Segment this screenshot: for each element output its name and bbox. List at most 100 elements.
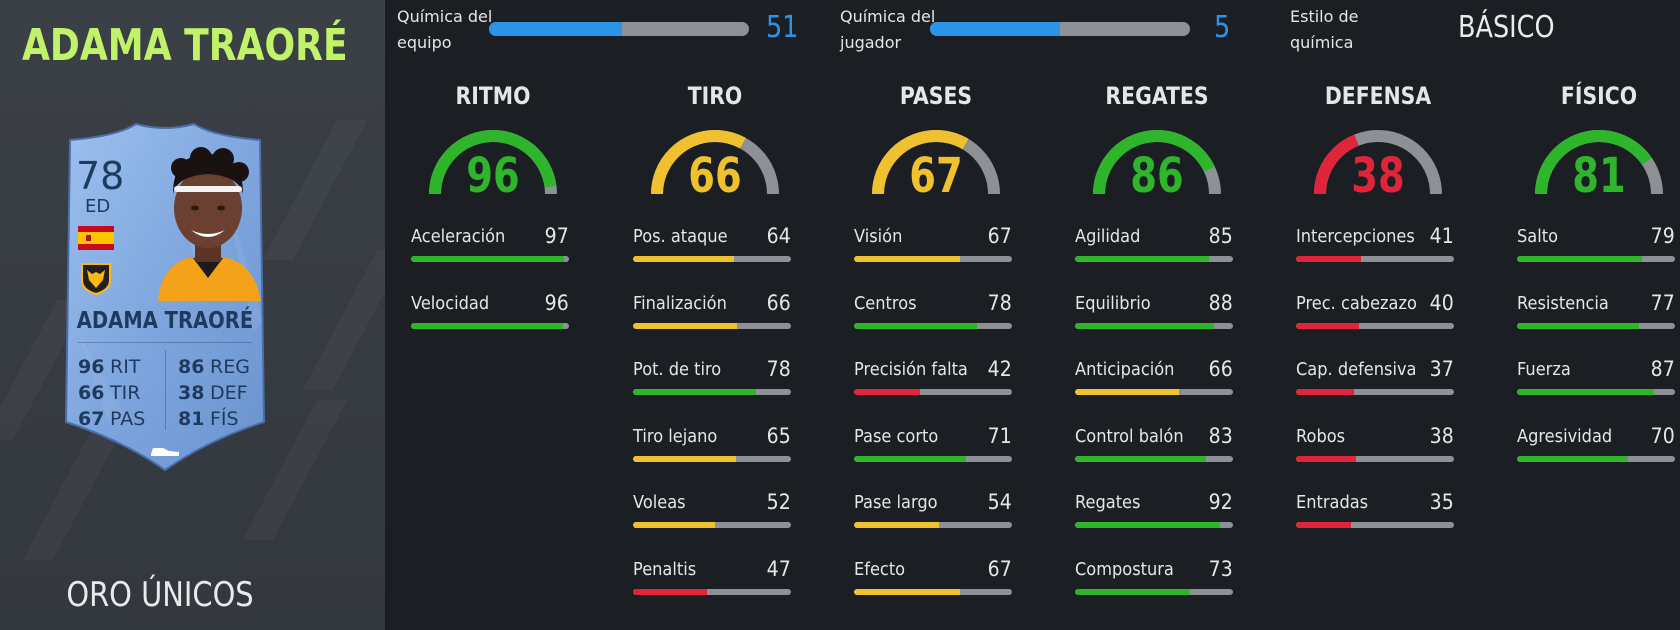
team-chemistry-label-line: equipo xyxy=(397,33,452,52)
category-value: 67 xyxy=(909,148,963,204)
team-chemistry-fill xyxy=(489,22,622,36)
attribute-label: Visión xyxy=(854,226,903,247)
attribute-bar-fill xyxy=(1296,455,1357,462)
attribute-value: 92 xyxy=(1208,490,1233,514)
background-stripe xyxy=(303,250,385,390)
attribute-row: Finalización 66 xyxy=(633,291,791,333)
attribute-bar xyxy=(633,522,791,528)
attribute-label: Pos. ataque xyxy=(633,226,728,247)
card-stat: 67 PAS xyxy=(78,408,145,430)
attribute-bar-fill xyxy=(854,588,960,595)
attribute-bar xyxy=(1517,256,1675,262)
card-stat-label: FÍS xyxy=(210,408,239,430)
attribute-bar-fill xyxy=(1075,322,1215,329)
attribute-bar-fill xyxy=(411,256,565,262)
attribute-label: Pase corto xyxy=(854,425,939,447)
attribute-bar xyxy=(1296,522,1454,528)
chemistry-style-value[interactable]: BÁSICO xyxy=(1458,10,1555,45)
card-stat: 96 RIT xyxy=(78,356,140,378)
attribute-value: 71 xyxy=(987,423,1012,448)
player-chemistry-label-line: Química del xyxy=(840,7,936,26)
attribute-label: Anticipación xyxy=(1075,359,1175,380)
attribute-bar-fill xyxy=(1517,256,1642,262)
attribute-value: 47 xyxy=(766,556,791,581)
attribute-label: Entradas xyxy=(1296,492,1369,513)
category-title: TIRO xyxy=(687,82,743,110)
attribute-bar xyxy=(854,588,1012,595)
attribute-row: Visión 67 xyxy=(854,224,1012,266)
attribute-label: Intercepciones xyxy=(1296,226,1415,247)
category-gauge xyxy=(1093,130,1221,195)
attribute-bar xyxy=(854,455,1012,462)
gauge-fill xyxy=(1314,130,1442,195)
attribute-value: 88 xyxy=(1208,290,1233,315)
attribute-bar-fill xyxy=(633,256,735,262)
attribute-row: Equilibrio 88 xyxy=(1075,290,1233,333)
attribute-value: 66 xyxy=(1208,357,1233,381)
attribute-value: 79 xyxy=(1650,224,1675,248)
category-value: 86 xyxy=(1130,148,1184,204)
category-value: 96 xyxy=(466,148,520,204)
player-name: ADAMA TRAORÉ xyxy=(22,20,348,71)
attribute-value: 64 xyxy=(766,224,791,248)
gauge-fill xyxy=(872,130,1000,195)
category-value: 38 xyxy=(1351,148,1405,204)
attribute-bar-fill xyxy=(1296,389,1355,395)
card-stat-value: 67 xyxy=(78,408,105,430)
attribute-value: 70 xyxy=(1650,423,1675,448)
attribute-bar-fill xyxy=(1296,522,1352,528)
category-gauge xyxy=(1314,130,1442,195)
card-rating: 78 xyxy=(76,154,125,198)
attribute-value: 97 xyxy=(544,224,569,248)
attribute-label: Prec. cabezazo xyxy=(1296,292,1417,314)
attribute-row: Regates 92 xyxy=(1075,490,1233,532)
card-stat: 38 DEF xyxy=(178,382,248,404)
attribute-value: 65 xyxy=(766,423,791,448)
card-stat: 86 REG xyxy=(178,356,250,378)
chemistry-style-label-line: química xyxy=(1290,33,1354,52)
attribute-bar-fill xyxy=(633,322,738,329)
attribute-label: Regates xyxy=(1075,492,1141,513)
attribute-label: Voleas xyxy=(633,492,686,513)
card-stat: 81 FÍS xyxy=(178,408,239,430)
attribute-label: Compostura xyxy=(1075,558,1174,580)
attribute-bar xyxy=(411,256,569,262)
attribute-bar xyxy=(633,256,791,262)
wolves-crest-icon xyxy=(81,263,111,296)
attribute-label: Pot. de tiro xyxy=(633,359,722,380)
attribute-bar-fill xyxy=(854,322,978,329)
player-panel: ADAMA TRAORÉ 78 ED xyxy=(0,0,385,630)
attribute-bar xyxy=(1296,256,1454,262)
card-stat-label: DEF xyxy=(210,382,248,404)
category-value: 81 xyxy=(1572,148,1626,204)
attribute-bar xyxy=(1296,322,1454,329)
player-card[interactable]: 78 ED ADAMA TRAORÉ xyxy=(48,122,282,474)
attribute-value: 83 xyxy=(1208,423,1233,448)
attribute-row: Resistencia 77 xyxy=(1517,291,1675,333)
attribute-bar-fill xyxy=(411,322,563,329)
attribute-row: Efecto 67 xyxy=(854,557,1012,599)
attribute-row: Intercepciones 41 xyxy=(1296,224,1454,266)
card-stat-label: TIR xyxy=(110,382,141,404)
card-stat-label: RIT xyxy=(110,356,141,378)
attribute-bar xyxy=(1075,588,1233,595)
chemistry-bar: Química del equipo 51 Química del jugado… xyxy=(385,0,1680,70)
attribute-bar-fill xyxy=(1075,522,1221,528)
attribute-bar xyxy=(1075,522,1233,528)
attribute-bar xyxy=(1296,389,1454,395)
attribute-bar-fill xyxy=(854,522,940,528)
attribute-value: 78 xyxy=(766,357,791,381)
attribute-row: Precisión falta 42 xyxy=(854,357,1012,399)
attribute-value: 96 xyxy=(544,290,569,315)
attribute-row: Velocidad 96 xyxy=(411,290,569,333)
gauge-fill xyxy=(1093,130,1221,195)
attribute-value: 52 xyxy=(766,490,791,514)
attribute-row: Penaltis 47 xyxy=(633,556,791,599)
card-stat-label: REG xyxy=(210,356,250,378)
attribute-value: 37 xyxy=(1429,357,1454,381)
attribute-bar-fill xyxy=(854,455,967,462)
attribute-bar xyxy=(1517,322,1675,329)
attribute-bar xyxy=(411,322,569,329)
attribute-bar xyxy=(1075,455,1233,462)
attribute-row: Robos 38 xyxy=(1296,424,1454,466)
